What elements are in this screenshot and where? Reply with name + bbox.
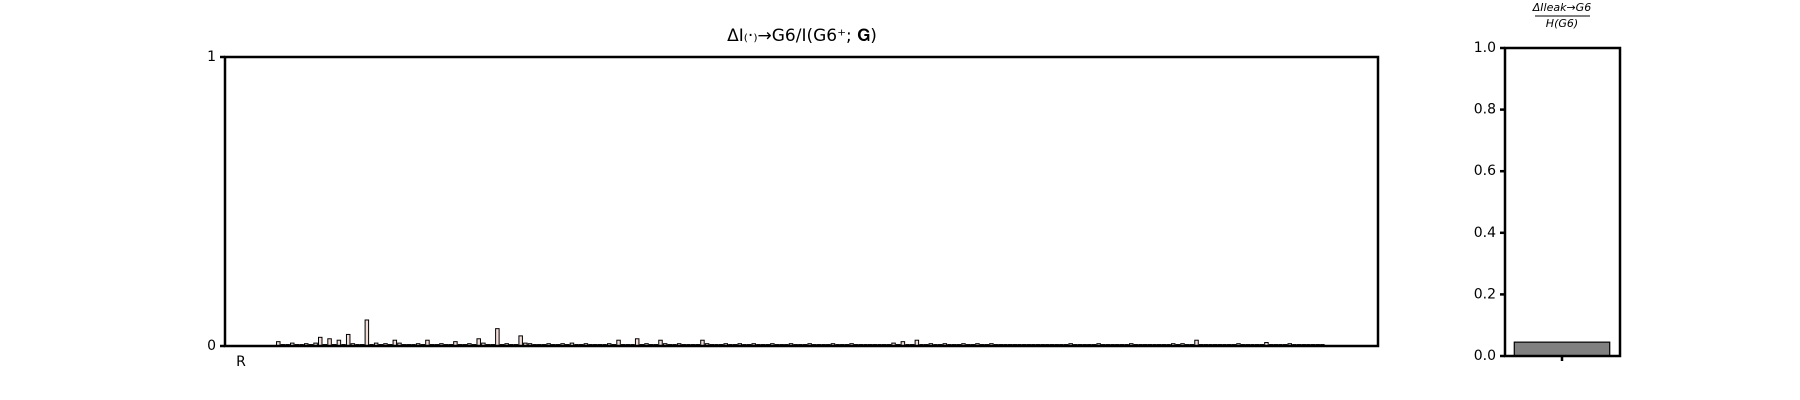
y-tick-label: 1.0 — [1474, 40, 1496, 56]
bar — [317, 336, 323, 347]
y-tick-label: 0.2 — [1474, 286, 1496, 302]
y-tick-label: 1 — [207, 49, 216, 65]
chart-title-denominator: H(G6) — [1546, 17, 1578, 30]
axes-frame — [1503, 46, 1622, 358]
x-tick-label: R — [236, 354, 246, 370]
y-tick-label: 0.0 — [1474, 348, 1496, 364]
y-tick-label: 0.8 — [1474, 102, 1496, 118]
chart-title: ΔI₍·₎→G6/I(G6⁺; 𝐆) — [727, 26, 877, 46]
bar — [1513, 341, 1611, 357]
axes-frame — [223, 55, 1380, 348]
y-tick-label: 0.6 — [1474, 163, 1496, 179]
bar — [345, 333, 351, 347]
chart-title-numerator: ΔIleak→G6 — [1532, 1, 1591, 14]
bar — [495, 328, 500, 347]
bar — [364, 319, 370, 347]
y-tick-label: 0 — [207, 338, 216, 354]
y-tick-label: 0.4 — [1474, 225, 1496, 241]
bar — [518, 335, 523, 347]
